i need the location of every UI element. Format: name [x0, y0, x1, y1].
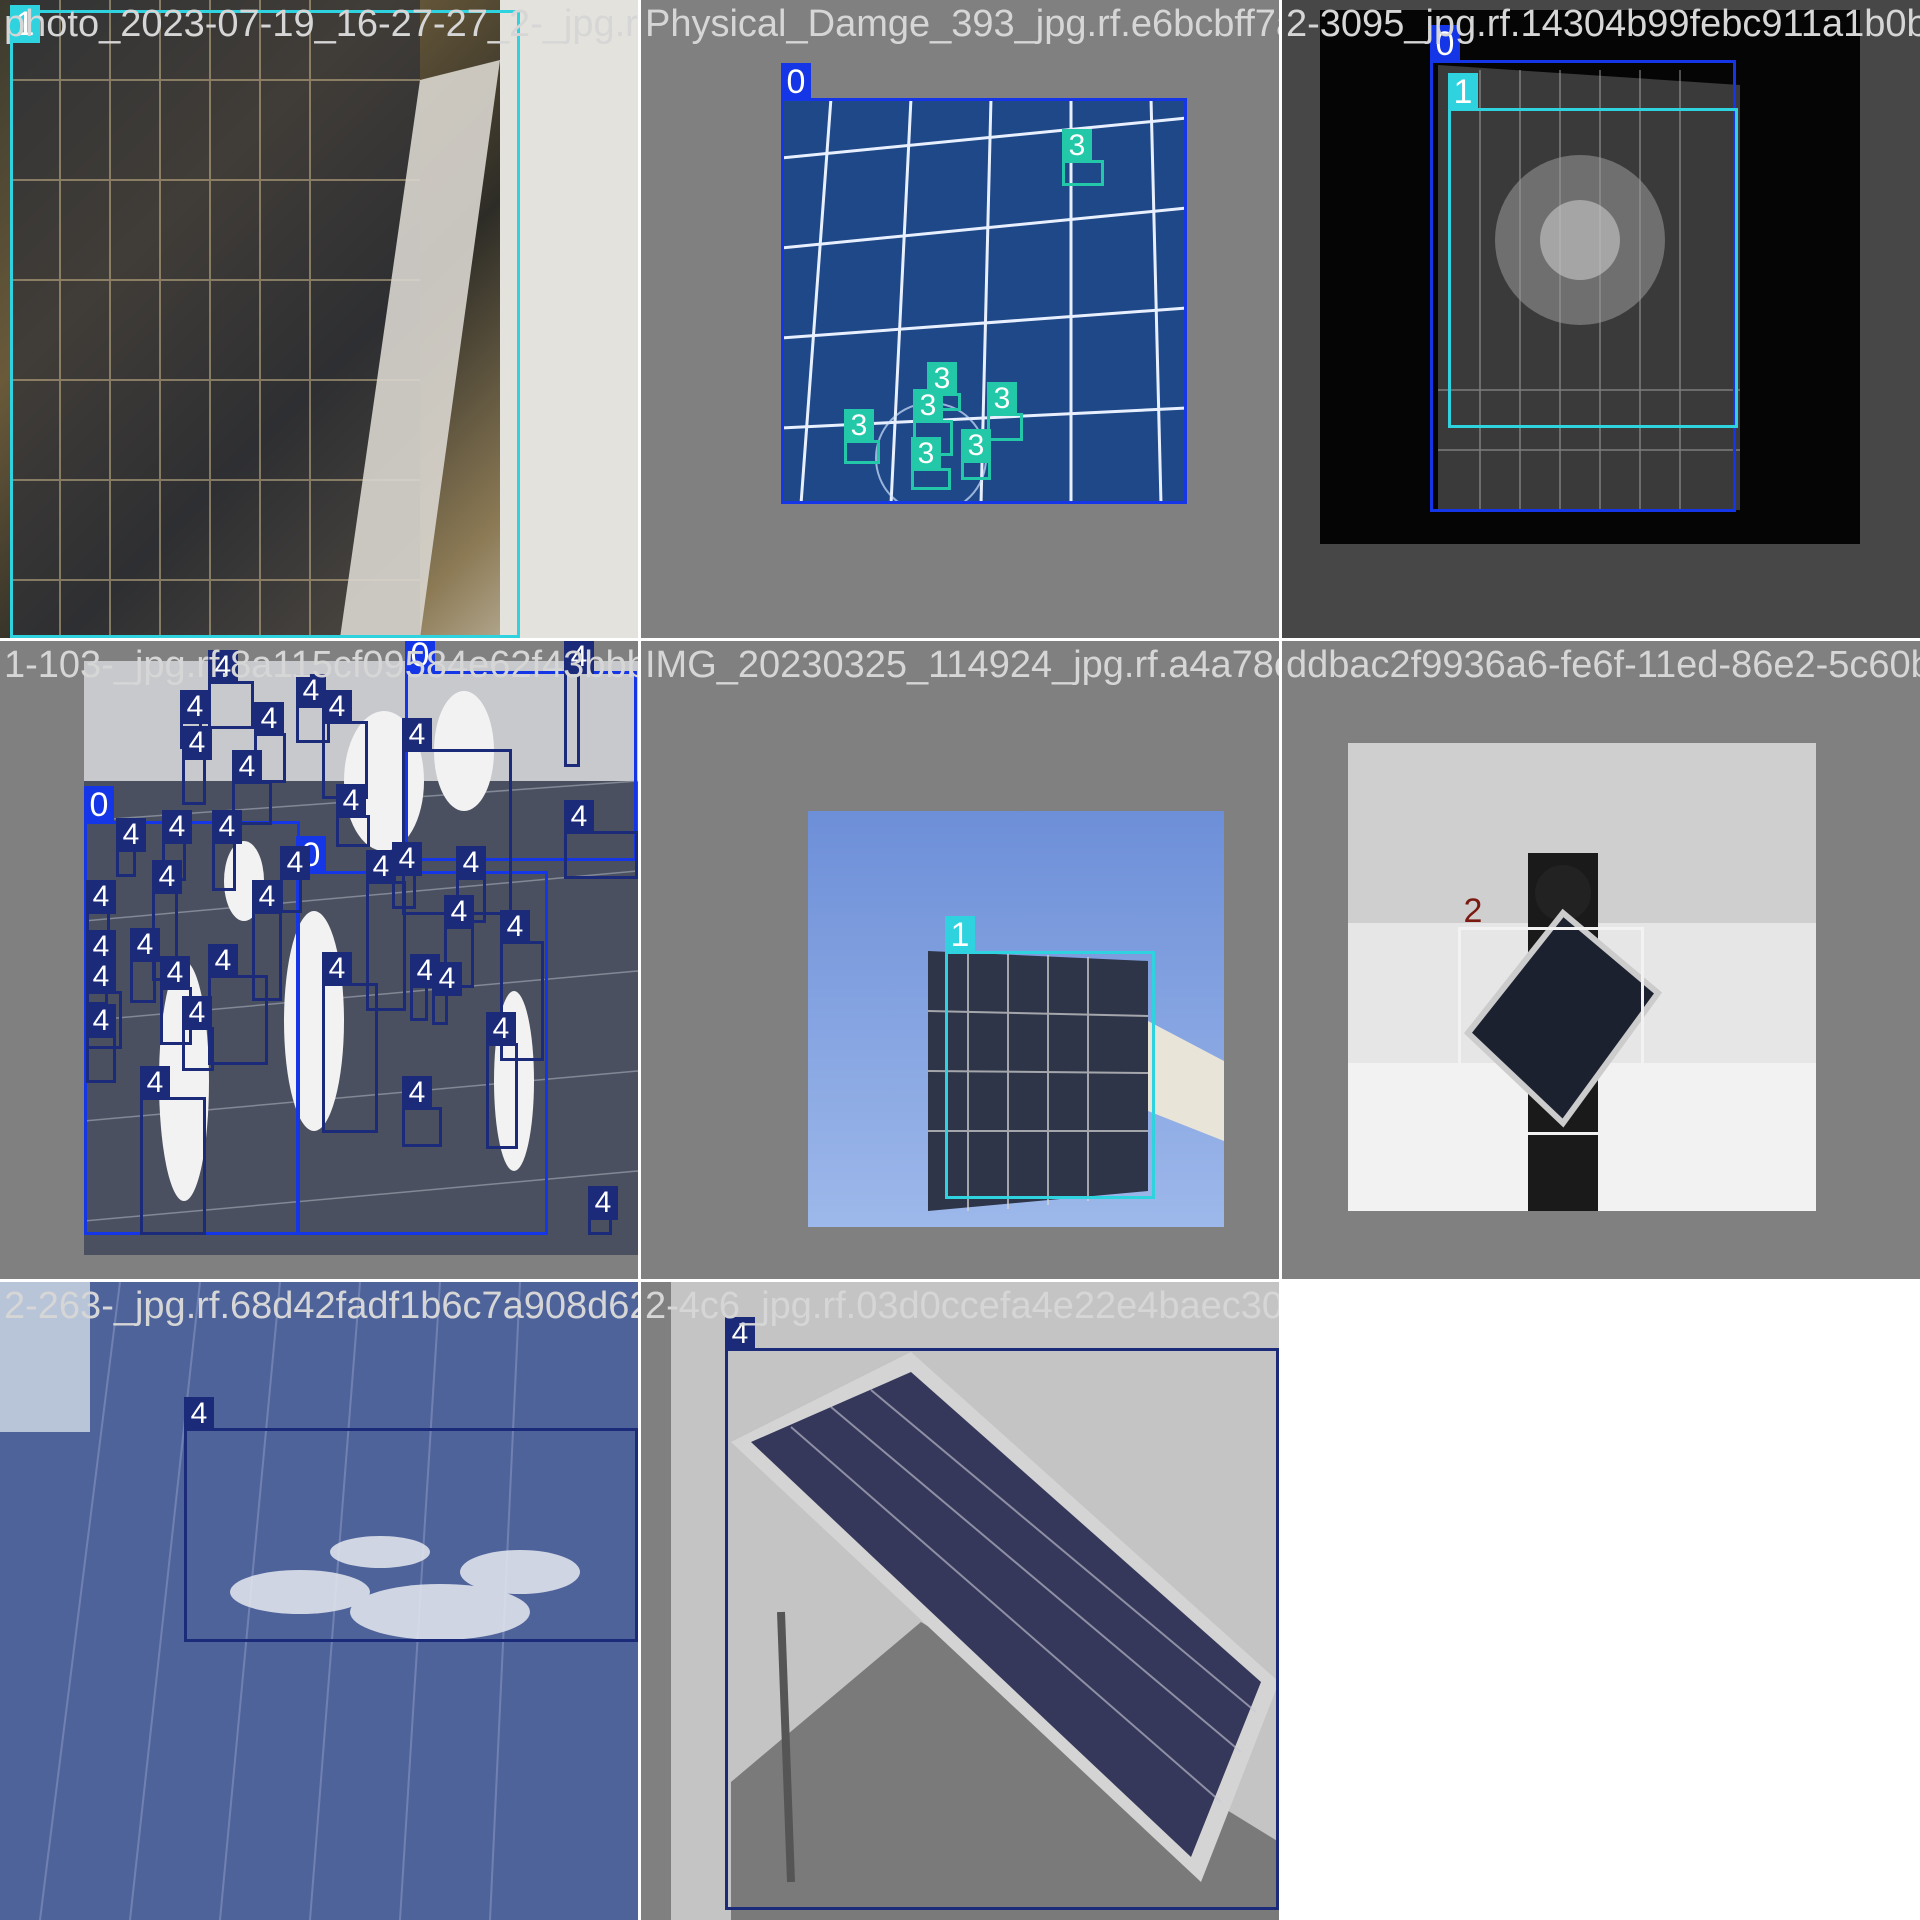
bbox-label: 4	[86, 1004, 116, 1038]
bbox-class-4: 4	[208, 681, 254, 729]
bbox-class-4: 4	[116, 849, 136, 877]
tile-4: 1-103-_jpg.rf.8a115cf09584e62f43bbbb49 0…	[0, 641, 638, 1279]
bbox-label: 4	[322, 952, 352, 986]
grid-separator	[1279, 0, 1282, 1282]
bbox-label: 1	[945, 916, 975, 954]
bbox-class-4: 4	[208, 975, 268, 1065]
tile-3-filename: 2-3095_jpg.rf.14304b99febc911a1b0b	[1286, 2, 1920, 46]
bbox-class-4: 4	[486, 1043, 518, 1149]
bbox-class-4: 4	[402, 1107, 442, 1147]
tile-8-filename: 2-4c6_jpg.rf.03d0ccefa4e22e4baec30155f9	[645, 1284, 1279, 1328]
bbox-label: 4	[336, 784, 366, 818]
bbox-class-2: 2	[1458, 927, 1644, 1135]
bbox-class-4: 4	[410, 985, 428, 1021]
bbox-class-4: 4	[212, 841, 236, 891]
bbox-label: 4	[86, 930, 116, 964]
bbox-label: 4	[140, 1066, 170, 1100]
bbox-label: 4	[366, 850, 396, 884]
bbox-class-3: 3	[1062, 160, 1104, 186]
tile-6: ddbac2f9936a6-fe6f-11ed-86e2-5c60b 2	[1282, 641, 1920, 1279]
bbox-label: 4	[252, 880, 282, 914]
bbox-class-4: 4	[588, 1217, 612, 1235]
bbox-label: 4	[444, 895, 474, 929]
bbox-label: 4	[588, 1186, 618, 1220]
bbox-label: 4	[456, 846, 486, 880]
bbox-label: 1	[1448, 73, 1478, 111]
bbox-class-3: 3	[844, 440, 880, 464]
bbox-label: 4	[184, 1397, 214, 1431]
tile-4-filename: 1-103-_jpg.rf.8a115cf09584e62f43bbbb49	[4, 643, 638, 687]
bbox-label: 4	[280, 846, 310, 880]
bbox-class-4: 4	[336, 815, 370, 847]
bbox-class-4: 4	[564, 831, 638, 879]
bbox-label: 3	[911, 437, 941, 471]
tile-2: Physical_Damge_393_jpg.rf.e6bcbff7a2a445…	[641, 0, 1279, 638]
bbox-class-4: 4	[140, 1097, 206, 1235]
bbox-class-4: 4	[182, 1027, 214, 1071]
tile-1: photo_2023-07-19_16-27-27_2-_jpg.rf.9b23…	[0, 0, 638, 638]
bbox-label: 0	[781, 63, 811, 101]
tile-8: 2-4c6_jpg.rf.03d0ccefa4e22e4baec30155f9 …	[641, 1282, 1279, 1920]
bbox-class-3: 3	[987, 413, 1023, 441]
tile-2-filename: Physical_Damge_393_jpg.rf.e6bcbff7a2a445	[645, 2, 1279, 46]
bbox-class-4: 4	[130, 959, 156, 1003]
bbox-label: 4	[322, 690, 352, 724]
bbox-class-1: 1	[1448, 108, 1738, 428]
bbox-label: 4	[86, 880, 116, 914]
bbox-label: 4	[130, 928, 160, 962]
tile-6-filename: ddbac2f9936a6-fe6f-11ed-86e2-5c60b	[1286, 643, 1920, 687]
bbox-label: 4	[160, 956, 190, 990]
bbox-label: 4	[564, 800, 594, 834]
bbox-label: 4	[86, 960, 116, 994]
grid-separator	[0, 638, 1920, 641]
bbox-label: 4	[392, 842, 422, 876]
tile-7-filename: 2-263-_jpg.rf.68d42fadf1b6c7a908d62d4d66	[4, 1284, 638, 1328]
bbox-class-3: 3	[911, 468, 951, 490]
bbox-label: 4	[212, 810, 242, 844]
bbox-label: 4	[180, 690, 210, 724]
bbox-label: 3	[987, 382, 1017, 416]
tile-7: 2-263-_jpg.rf.68d42fadf1b6c7a908d62d4d66…	[0, 1282, 638, 1920]
bbox-class-1: 1	[945, 951, 1155, 1199]
bbox-label: 0	[84, 786, 114, 824]
bbox-class-4: 4	[184, 1428, 638, 1642]
bbox-class-4: 4	[322, 983, 378, 1133]
bbox-label: 4	[162, 810, 192, 844]
bbox-label: 4	[402, 718, 432, 752]
tile-5: IMG_20230325_114924_jpg.rf.a4a78cdba9278…	[641, 641, 1279, 1279]
tile-3: 2-3095_jpg.rf.14304b99febc911a1b0b 0 1	[1282, 0, 1920, 638]
bbox-class-1: 1	[10, 10, 520, 638]
bbox-class-4: 4	[182, 757, 206, 805]
bbox-label: 3	[1062, 129, 1092, 163]
bbox-label: 4	[486, 1012, 516, 1046]
bbox-label: 4	[254, 702, 284, 736]
bbox-label: 4	[208, 944, 238, 978]
tile-5-filename: IMG_20230325_114924_jpg.rf.a4a78cdba9278	[645, 643, 1279, 687]
bbox-label: 4	[402, 1076, 432, 1110]
bbox-label: 2	[1458, 892, 1488, 930]
tile-1-filename: photo_2023-07-19_16-27-27_2-_jpg.rf.9b23	[4, 2, 638, 46]
bbox-label: 3	[913, 389, 943, 423]
bbox-label: 4	[182, 726, 212, 760]
bbox-label: 4	[500, 910, 530, 944]
grid-separator	[0, 1279, 1920, 1282]
bbox-class-4: 4	[725, 1348, 1279, 1910]
bbox-class-4: 4	[86, 1035, 116, 1083]
tile-9-empty	[1282, 1282, 1920, 1920]
bbox-label: 4	[182, 996, 212, 1030]
bbox-label: 3	[961, 429, 991, 463]
bbox-class-4: 4	[280, 877, 302, 913]
bbox-label: 4	[232, 750, 262, 784]
bbox-label: 3	[844, 409, 874, 443]
bbox-class-3: 3	[961, 460, 991, 480]
grid-separator	[638, 0, 641, 1920]
bbox-label: 4	[116, 818, 146, 852]
bbox-class-4: 4	[432, 993, 448, 1025]
bbox-label: 4	[152, 860, 182, 894]
bbox-label: 4	[432, 962, 462, 996]
